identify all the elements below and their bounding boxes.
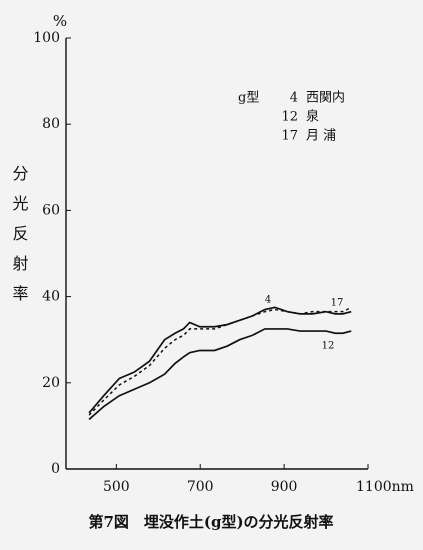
y-tick-label: 100 bbox=[33, 30, 60, 46]
y-unit: % bbox=[53, 12, 67, 30]
legend-number: 4 bbox=[290, 91, 298, 106]
y-tick-label: 40 bbox=[42, 289, 60, 305]
series-label: 12 bbox=[322, 341, 335, 352]
y-tick-label: 80 bbox=[42, 116, 60, 132]
legend-name: 泉 bbox=[306, 109, 319, 125]
x-tick-label: 900 bbox=[271, 479, 298, 495]
series-label: 17 bbox=[331, 298, 344, 309]
series-label: 4 bbox=[265, 295, 271, 306]
legend-name: 月 浦 bbox=[306, 129, 336, 144]
x-tick-label: 500 bbox=[103, 479, 130, 495]
y-tick-label: 20 bbox=[42, 375, 60, 391]
legend-title: g型 bbox=[238, 91, 259, 106]
series-line bbox=[88, 306, 352, 416]
y-tick-label: 0 bbox=[51, 461, 60, 477]
y-axis-label: 分光反射率 bbox=[10, 165, 29, 315]
series-line bbox=[88, 328, 352, 421]
caption: 第7図 埋没作土(g型)の分光反射率 bbox=[88, 513, 333, 531]
series-line bbox=[88, 306, 352, 414]
x-tick-label: 700 bbox=[187, 479, 214, 495]
legend-number: 17 bbox=[281, 129, 298, 144]
x-tick-label: 1100nm bbox=[356, 479, 414, 495]
y-tick-label: 60 bbox=[42, 202, 60, 218]
legend-number: 12 bbox=[281, 110, 298, 125]
legend-name: 西関内 bbox=[306, 90, 345, 106]
